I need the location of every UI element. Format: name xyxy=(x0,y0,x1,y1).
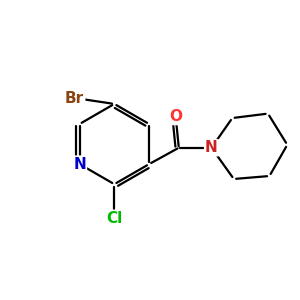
Text: N: N xyxy=(205,140,218,155)
Text: Cl: Cl xyxy=(106,211,122,226)
Text: Br: Br xyxy=(65,91,84,106)
Text: N: N xyxy=(73,157,86,172)
Text: O: O xyxy=(169,109,182,124)
